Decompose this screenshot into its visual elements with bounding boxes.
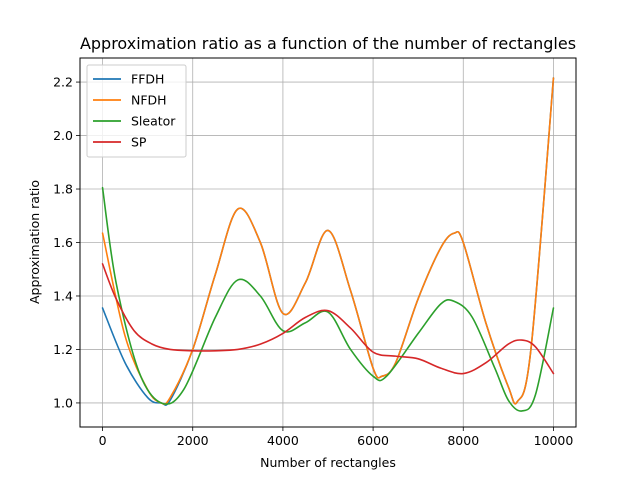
y-axis-ticks: 1.0 1.2 1.4 1.6 1.8 2.0 2.2 (53, 75, 80, 410)
series-line-nfdh (101, 77, 555, 405)
y-tick-label: 1.8 (53, 182, 73, 197)
x-tick-label: 6000 (357, 433, 389, 448)
y-axis-title: Approximation ratio (27, 180, 42, 304)
y-tick-label: 1.0 (53, 395, 73, 410)
x-tick-label: 2000 (177, 433, 209, 448)
chart-title: Approximation ratio as a function of the… (80, 34, 576, 53)
legend: FFDH NFDH Sleator SP (86, 64, 187, 158)
legend-label-ffdh: FFDH (131, 72, 164, 87)
legend-label-sleator: Sleator (131, 114, 176, 129)
series-lines (101, 77, 555, 412)
x-tick-label: 0 (99, 433, 107, 448)
series-line-sleator (101, 186, 555, 412)
x-axis-ticks: 0 2000 4000 6000 8000 10000 (99, 427, 574, 448)
series-line-sp (101, 263, 555, 375)
y-tick-label: 1.6 (53, 235, 73, 250)
y-tick-label: 1.2 (53, 342, 73, 357)
y-tick-label: 2.2 (53, 75, 73, 90)
legend-label-sp: SP (131, 135, 147, 150)
x-tick-label: 4000 (267, 433, 299, 448)
legend-label-nfdh: NFDH (131, 93, 167, 108)
legend-box (86, 64, 187, 158)
x-tick-label: 8000 (447, 433, 479, 448)
y-tick-label: 1.4 (53, 288, 73, 303)
x-tick-label: 10000 (534, 433, 574, 448)
y-tick-label: 2.0 (53, 128, 73, 143)
x-axis-title: Number of rectangles (260, 455, 396, 470)
grid (80, 58, 576, 427)
